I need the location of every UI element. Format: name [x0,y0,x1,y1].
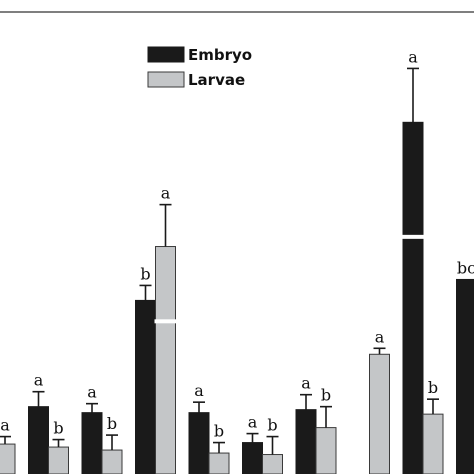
bar-larvae-1 [48,446,69,474]
bar-larvae-7 [369,353,390,474]
significance-label-embryo-8: a [408,47,418,66]
significance-label-larvae-3: a [161,184,171,203]
bar-embryo-9 [456,278,474,474]
bar-embryo-8 [402,121,424,474]
axis-break-embryo-8 [402,234,424,239]
significance-label-embryo-2: a [87,383,97,402]
bar-larvae-2 [101,449,123,474]
legend-label-embryo: Embryo [188,46,252,64]
significance-label-embryo-3: b [140,264,150,283]
significance-label-larvae-0: a [0,416,10,435]
significance-label-embryo-5: a [248,413,258,432]
significance-label-embryo-1: a [34,371,44,390]
bar-larvae-6 [315,427,337,474]
significance-label-embryo-9: bc [457,258,474,277]
significance-label-larvae-7: a [375,327,385,346]
legend-label-larvae: Larvae [188,71,245,89]
bar-larvae-8 [422,413,444,474]
significance-label-larvae-6: b [321,386,331,405]
axis-break-larvae-3 [154,319,177,324]
legend: Embryo Larvae [147,46,252,89]
bar-larvae-4 [208,452,230,474]
bar-larvae-3 [155,246,176,474]
bar-embryo-3 [135,299,156,474]
significance-label-larvae-1: b [53,419,63,438]
significance-label-larvae-2: b [107,414,117,433]
bar-embryo-1 [28,406,49,474]
bar-larvae-5 [262,454,283,474]
significance-label-embryo-4: a [194,381,204,400]
significance-label-larvae-4: b [214,422,224,441]
significance-label-larvae-8: b [428,378,438,397]
significance-label-embryo-6: a [301,374,311,393]
bar-embryo-2 [81,412,103,474]
legend-swatch-larvae [147,71,185,88]
bar-embryo-5 [242,442,263,474]
bar-larvae-0 [0,443,16,474]
significance-label-larvae-5: b [267,416,277,435]
bar-embryo-4 [188,412,210,474]
legend-swatch-embryo [147,46,185,63]
bar-embryo-6 [295,409,317,474]
